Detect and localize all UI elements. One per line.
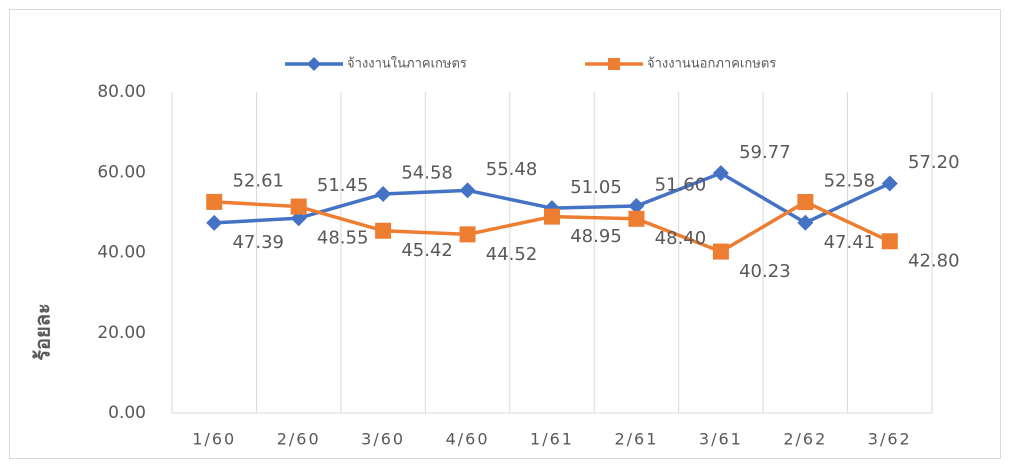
- data-label: 57.20: [908, 152, 960, 173]
- marker: [459, 182, 476, 199]
- marker: [206, 193, 223, 210]
- data-label: 59.77: [739, 142, 791, 163]
- data-label: 51.60: [655, 175, 707, 196]
- x-tick-label: 3/60: [361, 430, 405, 449]
- y-tick-label: 20.00: [97, 323, 146, 343]
- marker: [628, 210, 645, 227]
- legend-label: จ้างงานในภาคเกษตร: [347, 56, 467, 72]
- y-tick-label: 60.00: [97, 162, 146, 182]
- data-label: 54.58: [401, 163, 453, 184]
- marker: [881, 233, 898, 250]
- marker: [375, 185, 392, 202]
- x-tick-label: 2/60: [277, 430, 321, 449]
- data-label: 51.05: [570, 177, 622, 198]
- data-label: 52.58: [824, 171, 876, 192]
- marker: [206, 214, 223, 231]
- legend-marker: [608, 58, 620, 70]
- y-tick-label: 80.00: [97, 82, 146, 102]
- data-label: 47.41: [824, 232, 876, 253]
- data-label: 44.52: [486, 244, 538, 265]
- x-tick-label: 1/61: [530, 430, 574, 449]
- x-tick-label: 4/60: [446, 430, 490, 449]
- marker: [797, 214, 814, 231]
- marker: [290, 198, 307, 215]
- data-label: 42.80: [908, 251, 960, 272]
- x-tick-label: 3/61: [699, 430, 743, 449]
- marker: [544, 208, 560, 225]
- x-tick-label: 2/62: [783, 430, 827, 449]
- marker: [628, 197, 645, 214]
- legend-marker: [307, 57, 321, 71]
- marker: [712, 243, 729, 260]
- legend-label: จ้างงานนอกภาคเกษตร: [647, 57, 776, 72]
- data-label: 48.95: [570, 226, 622, 247]
- marker: [459, 226, 476, 243]
- data-label: 55.48: [486, 159, 538, 180]
- x-tick-label: 1/60: [192, 430, 236, 449]
- y-axis-title: ร้อยละ: [31, 303, 55, 360]
- y-tick-label: 40.00: [97, 243, 146, 263]
- data-label: 48.40: [655, 228, 707, 249]
- data-label: 51.45: [317, 175, 369, 196]
- data-label: 47.39: [232, 232, 284, 253]
- y-tick-label: 0.00: [108, 403, 146, 423]
- data-label: 40.23: [739, 261, 791, 282]
- data-label: 45.42: [401, 240, 453, 261]
- data-label: 52.61: [232, 171, 284, 192]
- marker: [375, 222, 392, 239]
- marker: [881, 175, 898, 192]
- chart-border: [9, 9, 1001, 459]
- x-tick-label: 3/62: [868, 430, 912, 449]
- x-tick-label: 2/61: [614, 430, 658, 449]
- data-label: 48.55: [317, 228, 369, 249]
- marker: [797, 194, 814, 211]
- marker: [712, 165, 729, 182]
